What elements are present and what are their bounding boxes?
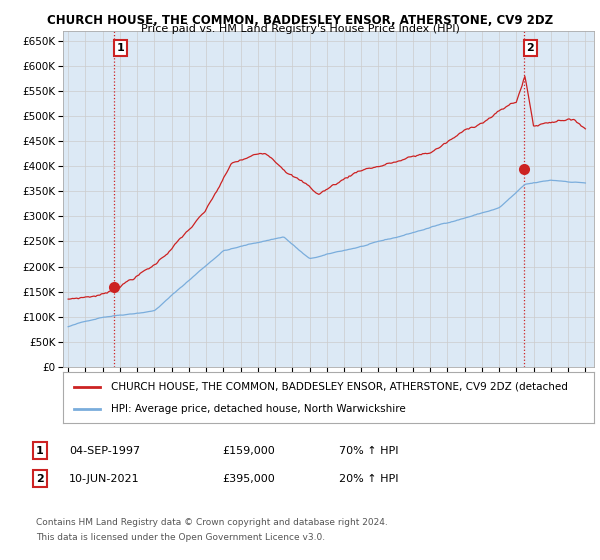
Text: Contains HM Land Registry data © Crown copyright and database right 2024.: Contains HM Land Registry data © Crown c… <box>36 518 388 527</box>
Text: CHURCH HOUSE, THE COMMON, BADDESLEY ENSOR, ATHERSTONE, CV9 2DZ: CHURCH HOUSE, THE COMMON, BADDESLEY ENSO… <box>47 14 553 27</box>
Text: £159,000: £159,000 <box>222 446 275 456</box>
Text: £395,000: £395,000 <box>222 474 275 484</box>
Text: 1: 1 <box>36 446 44 456</box>
Text: HPI: Average price, detached house, North Warwickshire: HPI: Average price, detached house, Nort… <box>111 404 406 414</box>
Text: 2: 2 <box>527 43 535 53</box>
Text: 2: 2 <box>36 474 44 484</box>
Text: 04-SEP-1997: 04-SEP-1997 <box>69 446 140 456</box>
Text: CHURCH HOUSE, THE COMMON, BADDESLEY ENSOR, ATHERSTONE, CV9 2DZ (detached: CHURCH HOUSE, THE COMMON, BADDESLEY ENSO… <box>111 381 568 391</box>
Text: This data is licensed under the Open Government Licence v3.0.: This data is licensed under the Open Gov… <box>36 533 325 542</box>
Text: 1: 1 <box>117 43 125 53</box>
Text: 70% ↑ HPI: 70% ↑ HPI <box>339 446 398 456</box>
Text: 20% ↑ HPI: 20% ↑ HPI <box>339 474 398 484</box>
Text: Price paid vs. HM Land Registry's House Price Index (HPI): Price paid vs. HM Land Registry's House … <box>140 24 460 34</box>
Text: 10-JUN-2021: 10-JUN-2021 <box>69 474 140 484</box>
